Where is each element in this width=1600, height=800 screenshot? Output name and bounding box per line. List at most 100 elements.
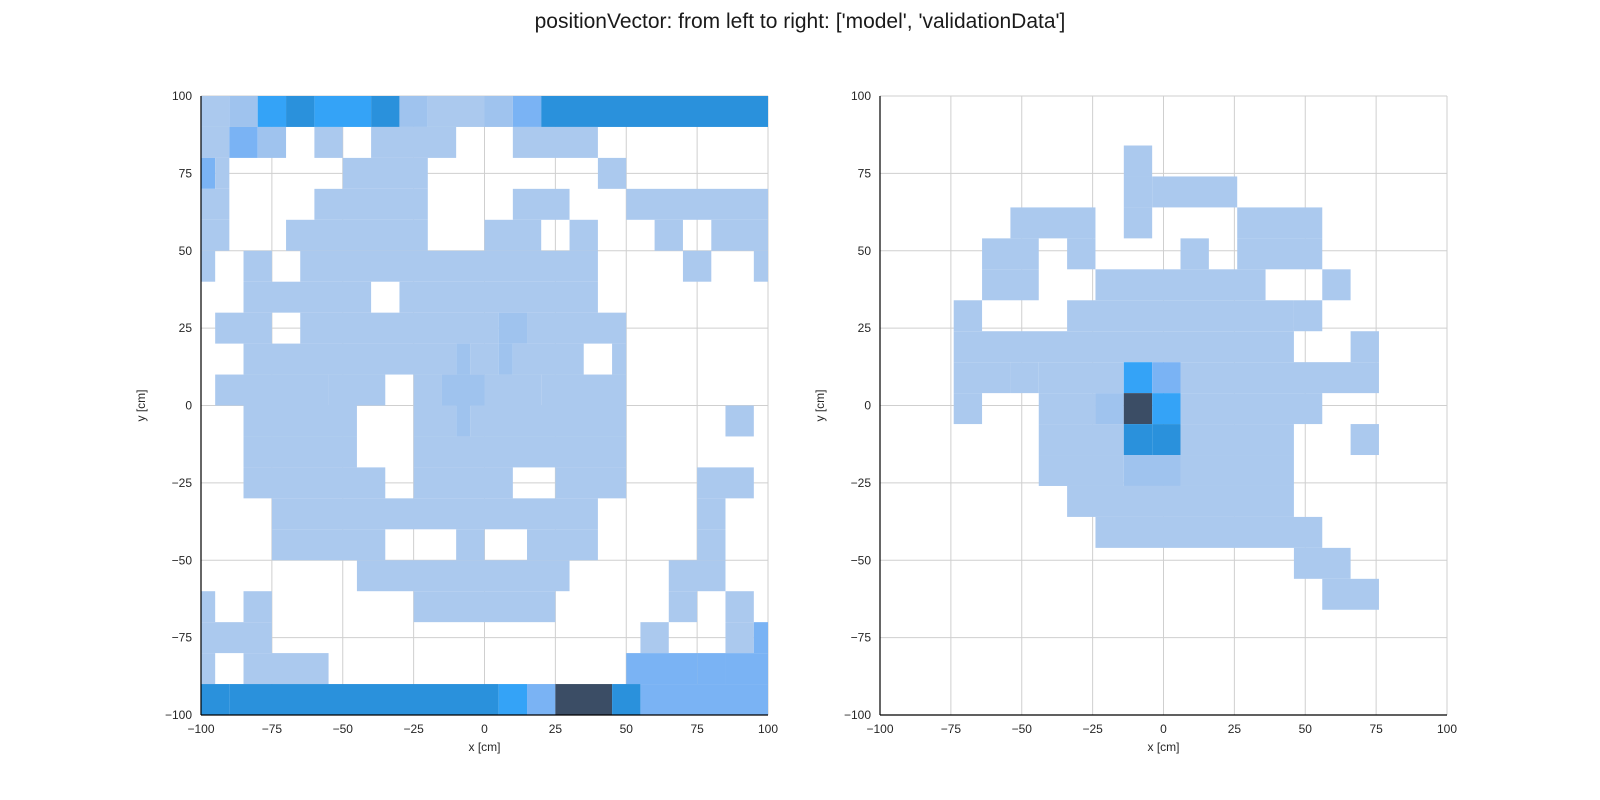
heatmap-cell (244, 406, 357, 437)
heatmap-cell (1237, 238, 1322, 269)
heatmap-cell (244, 251, 272, 282)
heatmap-cell (1322, 269, 1350, 300)
heatmap-cell (414, 406, 457, 437)
heatmap-cell (1095, 269, 1265, 300)
heatmap-cell (954, 362, 1011, 393)
x-tick-label: 75 (1369, 722, 1383, 736)
heatmap-cell (982, 269, 1039, 300)
heatmap-cell (371, 96, 399, 127)
heatmap-cell (1039, 362, 1124, 393)
heatmap-cell (314, 127, 342, 158)
heatmap-cell (1322, 579, 1379, 610)
x-axis-label: x [cm] (469, 740, 501, 754)
x-tick-label: −50 (1012, 722, 1033, 736)
heatmap-cell (541, 96, 768, 127)
heatmap-cell (428, 96, 485, 127)
heatmap-cell (244, 591, 272, 622)
heatmap-cells (954, 146, 1379, 610)
heatmap-cell (1124, 146, 1152, 177)
heatmap-cell (244, 282, 372, 313)
heatmap-cell (655, 220, 683, 251)
heatmap-cell (1124, 362, 1152, 393)
y-tick-label: 25 (179, 321, 193, 335)
heatmap-cell (201, 622, 272, 653)
heatmap-cell (754, 622, 768, 653)
heatmap-cell (371, 127, 456, 158)
heatmap-cell (499, 313, 527, 344)
heatmap-cell (697, 498, 725, 529)
x-tick-label: 0 (1160, 722, 1167, 736)
heatmap-cell (1067, 300, 1294, 331)
x-axis-label: x [cm] (1148, 740, 1180, 754)
heatmap-cell (697, 653, 725, 684)
heatmap-cell (982, 238, 1039, 269)
heatmap-cell (1124, 455, 1181, 486)
heatmap-cell (725, 653, 768, 684)
x-tick-label: 50 (1299, 722, 1313, 736)
heatmap-cell (954, 331, 1294, 362)
heatmap-cell (1351, 331, 1379, 362)
heatmap-cell (343, 158, 428, 189)
heatmap-cell (456, 344, 470, 375)
heatmap-cell (541, 375, 626, 406)
heatmap-cell (1181, 393, 1323, 424)
heatmap-cell (314, 189, 427, 220)
heatmap-cell (470, 344, 498, 375)
heatmap-cell (697, 529, 725, 560)
heatmap-cell (1294, 300, 1322, 331)
heatmap-cell (626, 189, 768, 220)
heatmap-cell (513, 189, 570, 220)
x-tick-label: −75 (262, 722, 283, 736)
heatmap-cell (954, 300, 982, 331)
heatmap-cell (1067, 486, 1294, 517)
heatmap-cell (244, 436, 357, 467)
heatmap-cell (754, 251, 768, 282)
heatmap-cell (1067, 238, 1095, 269)
heatmap-cell (725, 622, 753, 653)
heatmap-cell (414, 375, 442, 406)
heatmap-cell (229, 684, 498, 715)
heatmap-cell (1181, 424, 1294, 455)
heatmap-cell (570, 220, 598, 251)
heatmap-cell (201, 591, 215, 622)
y-tick-label: 0 (185, 399, 192, 413)
x-tick-label: 100 (758, 722, 778, 736)
x-tick-label: 75 (690, 722, 704, 736)
y-tick-label: −50 (172, 553, 193, 567)
heatmap-cell (1039, 393, 1096, 424)
heatmap-cell (555, 467, 626, 498)
y-axis-label: y [cm] (134, 390, 148, 422)
x-tick-label: 50 (620, 722, 634, 736)
heatmap-cell (229, 96, 257, 127)
heatmap-cell (1152, 176, 1237, 207)
heatmap-cell (555, 684, 612, 715)
heatmap-cell (201, 684, 229, 715)
heatmap-cell (527, 529, 598, 560)
heatmap-cell (513, 127, 598, 158)
y-tick-label: −25 (172, 476, 193, 490)
heatmap-cell (1237, 207, 1322, 238)
heatmap-cell (697, 467, 754, 498)
heatmap-cell (640, 684, 768, 715)
y-tick-label: 0 (864, 399, 871, 413)
x-tick-label: 0 (481, 722, 488, 736)
x-tick-label: −50 (333, 722, 354, 736)
y-tick-label: 50 (858, 244, 872, 258)
heatmap-cell (527, 313, 626, 344)
heatmap-cell (598, 158, 626, 189)
y-tick-label: −75 (851, 631, 872, 645)
heatmap-cell (1152, 393, 1180, 424)
heatmap-cell (513, 96, 541, 127)
heatmap-cell (201, 251, 215, 282)
y-tick-label: 75 (179, 166, 193, 180)
x-tick-label: −100 (187, 722, 214, 736)
x-tick-label: 100 (1437, 722, 1457, 736)
heatmap-cell (201, 189, 229, 220)
heatmap-cell (201, 96, 229, 127)
heatmap-cell (612, 344, 626, 375)
heatmap-cell (1152, 362, 1180, 393)
heatmap-cell (485, 375, 542, 406)
y-tick-label: −100 (844, 708, 871, 722)
y-tick-label: −50 (851, 553, 872, 567)
